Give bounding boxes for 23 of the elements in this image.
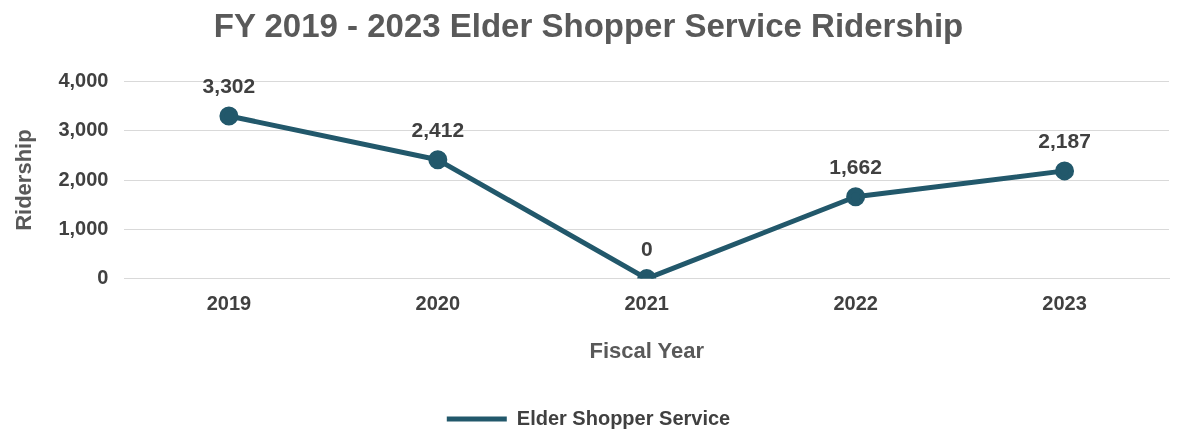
x-tick-label: 2023: [1042, 292, 1087, 315]
point: [1055, 161, 1075, 181]
data-label: 2,187: [1038, 129, 1091, 153]
point: [846, 187, 866, 207]
x-tick-label: 2019: [206, 292, 252, 315]
data-label: 3,302: [202, 74, 256, 98]
y-axis-title: Ridership: [11, 129, 37, 231]
data-label: 0: [640, 236, 653, 260]
point: [219, 106, 239, 126]
x-tick-label: 2022: [833, 292, 878, 315]
data-label: 1,662: [829, 155, 882, 179]
point: [428, 150, 448, 170]
legend-label: Elder Shopper Service: [516, 406, 731, 429]
y-tick-label: 0: [97, 266, 109, 289]
x-tick-label: 2020: [415, 292, 461, 315]
x-tick-label: 2021: [624, 292, 669, 315]
x-axis-title: Fiscal Year: [589, 337, 705, 363]
y-tick-label: 4,000: [58, 69, 109, 92]
y-tick-label: 1,000: [58, 216, 109, 239]
y-tick-label: 3,000: [58, 118, 109, 141]
chart-title: FY 2019 - 2023 Elder Shopper Service Ridership: [213, 6, 964, 44]
y-tick-label: 2,000: [58, 167, 109, 190]
data-label: 2,412: [411, 118, 465, 142]
